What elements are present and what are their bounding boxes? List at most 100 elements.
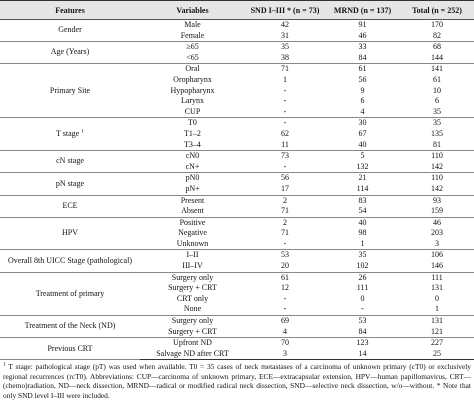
value-cell: 141 xyxy=(431,64,443,74)
value-cell: 40 xyxy=(358,217,367,227)
header-cell: MRND (n = 137) xyxy=(325,0,400,20)
value-cell: 82 xyxy=(400,30,474,43)
variable-cell: Surgery only xyxy=(171,316,214,326)
variable-cell: CUP xyxy=(140,106,245,119)
value-cell: 170 xyxy=(431,20,443,29)
variable-cell: CRT only xyxy=(176,293,209,303)
value-cell: 26 xyxy=(358,272,367,282)
feature-cell: Age (Years) xyxy=(0,41,140,65)
value-cell: 111 xyxy=(356,283,369,293)
value-cell: 144 xyxy=(400,52,474,65)
variable-cell: Positive xyxy=(179,217,206,227)
value-cell: - xyxy=(283,96,287,106)
variable-cell: pN+ xyxy=(140,183,245,196)
feature-text: Previous CRT xyxy=(47,343,93,353)
value-cell: 1 xyxy=(283,74,287,84)
value-cell: 5 xyxy=(360,151,365,161)
value-cell: 53 xyxy=(281,250,289,260)
value-cell: 67 xyxy=(358,128,367,138)
variable-cell: Hypopharynx xyxy=(170,85,215,95)
value-cell: 102 xyxy=(325,261,400,273)
table-row: Salvage ND after CRT 3 14 25 xyxy=(0,348,474,361)
table-row: T3–4 11 40 81 xyxy=(0,139,474,152)
value-cell: 123 xyxy=(356,338,369,348)
variable-cell: III–IV xyxy=(140,261,245,273)
feature-sup: 1 xyxy=(81,128,84,135)
value-cell: 71 xyxy=(281,228,289,238)
feature-text: HPV xyxy=(61,228,78,238)
feature-cell: Primary Site xyxy=(0,63,140,119)
variable-cell: Larynx xyxy=(180,96,205,106)
value-cell: 70 xyxy=(281,338,289,348)
value-cell: - xyxy=(325,304,400,317)
value-cell: 46 xyxy=(433,217,441,227)
value-cell: 1 xyxy=(325,238,400,251)
header-cell: SND I–III * (n = 73) xyxy=(245,0,325,20)
table-row: Age (Years) ≥65 35 33 68 xyxy=(0,41,474,65)
value-cell: 91 xyxy=(358,20,367,29)
feature-text: Primary Site xyxy=(49,85,91,95)
value-cell: 71 xyxy=(245,206,325,218)
table-row: Female 31 46 82 xyxy=(0,30,474,43)
value-cell: 3 xyxy=(245,348,325,361)
feature-text: pN stage xyxy=(55,178,85,188)
feature-cell: cN stage xyxy=(0,150,140,174)
value-cell: - xyxy=(245,106,325,119)
feature-cell: ECE xyxy=(0,195,140,218)
value-cell: 12 xyxy=(281,283,289,293)
value-cell: 159 xyxy=(400,206,474,218)
table-row: CUP -4 35 xyxy=(0,106,474,119)
feature-text: ECE xyxy=(62,200,78,210)
value-cell: - xyxy=(245,161,325,174)
table-row: pN+ 17 114 142 xyxy=(0,183,474,196)
variable-cell: Absent xyxy=(140,206,245,218)
value-cell: 227 xyxy=(431,338,443,348)
value-cell: - xyxy=(245,238,325,251)
table-row: Previous CRT Upfront ND 70 123 227 xyxy=(0,337,474,361)
value-cell: 3 xyxy=(400,238,474,251)
value-cell: 93 xyxy=(433,195,441,205)
value-cell: 9 xyxy=(360,85,365,95)
feature-text: Treatment of the Neck (ND) xyxy=(24,321,116,331)
variable-cell: cN+ xyxy=(140,161,245,174)
table-row: T1–2 62 67 135 xyxy=(0,129,474,140)
value-cell: 1 xyxy=(400,304,474,317)
variable-cell: T0 xyxy=(188,118,197,128)
feature-text: Age (Years) xyxy=(50,47,90,57)
table-row: Negative 71 98 203 xyxy=(0,228,474,239)
variable-cell: I–II xyxy=(186,250,199,260)
feature-cell: T stage 1 xyxy=(0,117,140,152)
table-row: Gender Male 42 91 170 xyxy=(0,19,474,43)
value-cell: 56 xyxy=(358,74,367,84)
table-row: Treatment of the Neck (ND) Surgery only 69… xyxy=(0,315,474,339)
feature-text: T stage xyxy=(56,128,80,138)
table-row: CRT only - 0 0 xyxy=(0,294,474,305)
value-cell: 68 xyxy=(433,42,441,52)
table-row: Primary Site Oral 71 61 141 xyxy=(0,63,474,119)
value-cell: 21 xyxy=(358,173,367,183)
table-row: cN+ -132 142 xyxy=(0,161,474,174)
value-cell: 30 xyxy=(358,118,367,128)
variable-cell: T3–4 xyxy=(140,139,245,152)
table-row: T stage 1 T0 - 30 35 xyxy=(0,117,474,152)
value-cell: 83 xyxy=(358,195,367,205)
value-cell: 62 xyxy=(281,128,289,138)
value-cell: 110 xyxy=(431,173,443,183)
table-row: <65 38 84 144 xyxy=(0,52,474,65)
feature-cell: Previous CRT xyxy=(0,337,140,361)
value-cell: 10 xyxy=(433,85,441,95)
value-cell: 54 xyxy=(325,206,400,218)
value-cell: 2 xyxy=(283,195,287,205)
variable-cell: Oropharynx xyxy=(173,74,212,84)
value-cell: 135 xyxy=(431,128,443,138)
value-cell: 142 xyxy=(400,183,474,196)
variable-cell: Negative xyxy=(178,228,207,238)
value-cell: 35 xyxy=(358,250,367,260)
value-cell: 35 xyxy=(400,106,474,119)
value-cell: 38 xyxy=(245,52,325,65)
variable-cell: None xyxy=(140,304,245,317)
value-cell: 110 xyxy=(431,151,443,161)
table-row: Oropharynx 1 56 61 xyxy=(0,75,474,86)
value-cell: 0 xyxy=(360,293,365,303)
